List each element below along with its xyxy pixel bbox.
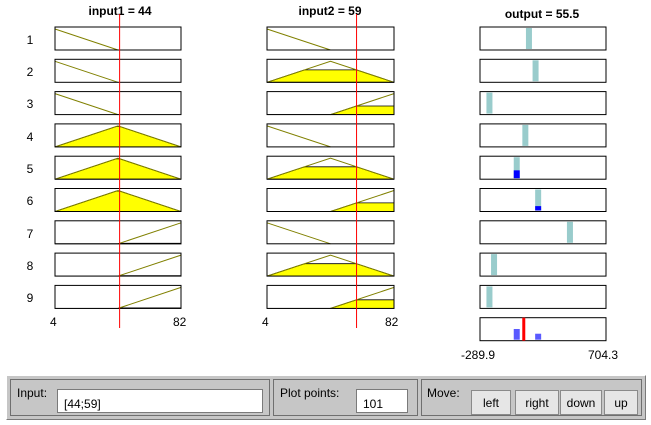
input2-title: input2 = 59 <box>298 4 362 18</box>
output-singleton-bar <box>491 254 498 276</box>
rule-viewer-plot[interactable] <box>0 0 651 370</box>
rule-number: 1 <box>26 33 34 47</box>
move-panel: Move: left right down up <box>421 379 642 416</box>
output-plot-box <box>479 91 607 116</box>
fired-output-bar <box>513 170 520 179</box>
input1-min-label: 4 <box>50 315 57 329</box>
input-plot-box <box>54 220 182 245</box>
output-singleton-bar <box>566 221 573 243</box>
mf-line <box>117 286 182 309</box>
mf-line <box>54 28 119 51</box>
mf-line <box>330 93 395 116</box>
aggregate-bar <box>513 328 520 340</box>
mf-line <box>54 60 119 83</box>
input-plot-box <box>54 155 182 180</box>
input-plot-box <box>266 284 395 309</box>
mf-fill <box>54 190 182 212</box>
mf-line <box>54 189 182 212</box>
rule-number: 4 <box>26 130 34 144</box>
mf-line <box>266 157 395 180</box>
plot-points-label: Plot points: <box>280 386 340 400</box>
move-up-button[interactable]: up <box>604 390 638 415</box>
mf-fill <box>54 158 182 180</box>
input-plot-box <box>54 26 182 51</box>
output-max-label: 704.3 <box>588 348 619 362</box>
input-plot-box <box>266 26 395 51</box>
output-plot-box <box>479 58 607 83</box>
mf-line <box>266 60 395 83</box>
aggregate-plot-box <box>479 317 607 342</box>
input-plot-box <box>54 91 182 116</box>
output-singleton-bar <box>486 286 493 308</box>
rule-number: 6 <box>26 194 34 208</box>
output-plot-box <box>479 188 607 212</box>
output-plot-box <box>479 123 607 148</box>
output-singleton-bar <box>535 189 542 211</box>
move-left-button[interactable]: left <box>471 390 511 415</box>
rule-number: 3 <box>26 97 34 111</box>
output-singleton-bar <box>522 124 529 146</box>
output-singleton-bar <box>513 157 520 179</box>
fired-output-bar <box>535 206 542 211</box>
mf-fill <box>54 125 182 148</box>
output-singleton-bar <box>525 28 532 49</box>
output-title: output = 55.5 <box>504 7 580 21</box>
input1-title: input1 = 44 <box>88 4 152 18</box>
output-min-label: -289.9 <box>461 348 496 362</box>
input-plot-box <box>266 252 395 277</box>
input-plot-box <box>266 155 395 180</box>
output-plot-box <box>479 252 607 277</box>
input-plot-box <box>54 284 182 309</box>
control-strip: Input: Plot points: Move: left right dow… <box>6 375 646 420</box>
mf-line <box>330 286 395 309</box>
input-label: Input: <box>17 386 48 400</box>
rule-number: 5 <box>26 162 34 176</box>
plot-points-field[interactable] <box>356 389 408 413</box>
mf-line <box>266 125 331 148</box>
mf-line <box>117 222 182 245</box>
input-plot-box <box>266 220 395 245</box>
input1-max-label: 82 <box>173 315 187 329</box>
move-label: Move: <box>427 386 460 400</box>
mf-fill <box>267 105 395 115</box>
input-plot-box <box>266 91 395 116</box>
output-plot-box <box>479 220 607 245</box>
mf-line <box>330 190 395 212</box>
input-plot-box <box>266 188 395 212</box>
input-plot-box <box>54 188 182 212</box>
input-plot-box <box>54 58 182 83</box>
output-plot-box <box>479 155 607 180</box>
input-plot-box <box>54 252 182 277</box>
input2-max-label: 82 <box>385 315 399 329</box>
mf-line <box>54 157 182 180</box>
rule-number: 7 <box>26 227 34 241</box>
output-plot-box <box>479 26 607 51</box>
aggregate-bar <box>535 333 542 340</box>
mf-line <box>117 254 182 277</box>
plot-points-panel: Plot points: <box>273 379 418 416</box>
output-plot-box <box>479 284 607 309</box>
rule-number: 9 <box>26 291 34 305</box>
rule-number: 2 <box>26 65 34 79</box>
mf-line <box>266 254 395 277</box>
output-singleton-bar <box>532 60 539 82</box>
move-right-button[interactable]: right <box>515 390 559 415</box>
mf-fill <box>267 299 395 309</box>
mf-line <box>266 28 331 51</box>
output-singleton-bar <box>486 92 493 114</box>
input-plot-box <box>266 58 395 83</box>
input-vector-field[interactable] <box>57 389 263 413</box>
input-panel: Input: <box>10 379 270 416</box>
mf-line <box>266 222 331 245</box>
rule-number: 8 <box>26 259 34 273</box>
mf-fill <box>267 202 395 212</box>
input-plot-box <box>54 123 182 148</box>
mf-line <box>54 125 182 148</box>
mf-line <box>54 93 119 116</box>
input2-min-label: 4 <box>262 315 269 329</box>
input-plot-box <box>266 123 395 148</box>
move-down-button[interactable]: down <box>560 390 602 415</box>
